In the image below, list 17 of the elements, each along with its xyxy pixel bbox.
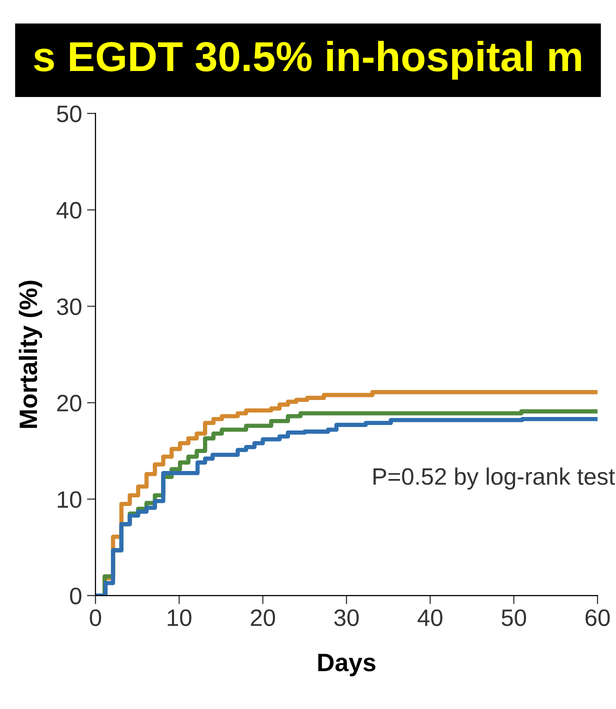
x-axis-title: Days [318, 654, 376, 676]
annotation: P=0.52 by log-rank test [374, 468, 615, 490]
y-tick-label: 0 [70, 588, 82, 604]
x-tick-label: 10 [168, 609, 192, 626]
x-tick-label: 30 [334, 609, 359, 626]
y-tick-label: 30 [56, 298, 82, 316]
x-tick-label: 60 [586, 609, 610, 626]
y-axis-title: Mortality (%) [18, 280, 42, 428]
x-tick-label: 50 [502, 609, 526, 626]
chart-title: s EGDT 30.5% in-hospital m [34, 40, 581, 80]
y-tick-label: 50 [56, 106, 82, 122]
y-tick-label: 10 [58, 491, 82, 508]
x-tick-label: 40 [418, 609, 442, 626]
y-tick-label: 20 [57, 394, 82, 412]
x-tick-label: 0 [90, 609, 102, 626]
y-tick-label: 40 [56, 202, 82, 219]
x-tick-label: 20 [250, 609, 276, 626]
